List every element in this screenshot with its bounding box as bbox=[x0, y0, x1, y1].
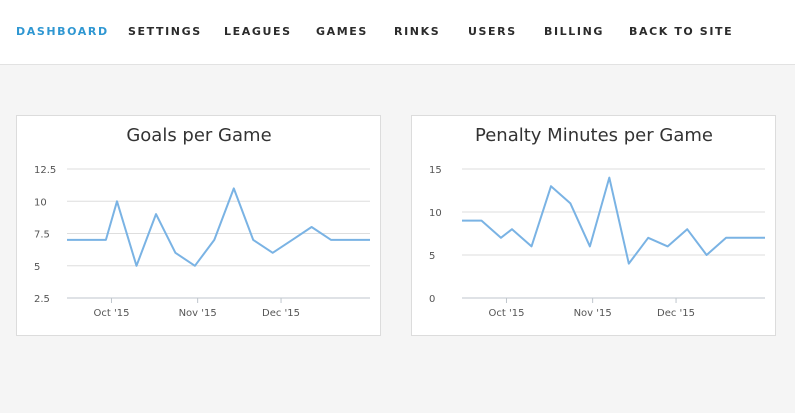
data-point[interactable] bbox=[367, 237, 373, 243]
data-point[interactable] bbox=[270, 250, 276, 256]
x-tick-label: Dec '15 bbox=[262, 308, 300, 319]
data-point[interactable] bbox=[153, 211, 159, 217]
data-point[interactable] bbox=[133, 263, 139, 269]
x-tick-label: Oct '15 bbox=[94, 308, 130, 319]
y-tick-label: 5 bbox=[429, 251, 435, 262]
data-point[interactable] bbox=[83, 237, 89, 243]
y-tick-label: 5 bbox=[34, 262, 40, 273]
x-tick-label: Nov '15 bbox=[574, 308, 612, 319]
y-tick-label: 15 bbox=[429, 165, 442, 176]
data-point[interactable] bbox=[478, 218, 484, 224]
nav-users[interactable]: USERS bbox=[468, 25, 517, 38]
nav-back-to-site[interactable]: BACK TO SITE bbox=[629, 25, 734, 38]
data-point[interactable] bbox=[704, 252, 710, 258]
nav-games[interactable]: GAMES bbox=[316, 25, 368, 38]
series-line bbox=[67, 187, 370, 267]
data-point[interactable] bbox=[211, 237, 217, 243]
top-navigation: DASHBOARD SETTINGS LEAGUES GAMES RINKS U… bbox=[0, 0, 795, 65]
y-tick-label: 2.5 bbox=[34, 294, 50, 305]
x-tick-label: Dec '15 bbox=[657, 308, 695, 319]
data-point[interactable] bbox=[606, 175, 612, 181]
nav-dashboard[interactable]: DASHBOARD bbox=[16, 25, 109, 38]
data-point[interactable] bbox=[509, 226, 515, 232]
data-point[interactable] bbox=[328, 237, 334, 243]
data-point[interactable] bbox=[498, 235, 504, 241]
data-point[interactable] bbox=[348, 237, 354, 243]
chart-title: Penalty Minutes per Game bbox=[475, 125, 713, 146]
y-tick-label: 10 bbox=[429, 208, 442, 219]
data-point[interactable] bbox=[587, 243, 593, 249]
data-point[interactable] bbox=[250, 237, 256, 243]
series-line bbox=[462, 176, 765, 265]
chart-title: Goals per Game bbox=[126, 125, 271, 146]
data-point[interactable] bbox=[459, 218, 465, 224]
data-point[interactable] bbox=[114, 198, 120, 204]
data-point[interactable] bbox=[645, 235, 651, 241]
data-point[interactable] bbox=[665, 243, 671, 249]
data-point[interactable] bbox=[528, 243, 534, 249]
nav-billing[interactable]: BILLING bbox=[544, 25, 605, 38]
data-point[interactable] bbox=[762, 235, 768, 241]
data-point[interactable] bbox=[289, 237, 295, 243]
data-point[interactable] bbox=[64, 237, 70, 243]
data-point[interactable] bbox=[103, 237, 109, 243]
nav-settings[interactable]: SETTINGS bbox=[128, 25, 202, 38]
data-point[interactable] bbox=[231, 185, 237, 191]
x-tick-label: Nov '15 bbox=[179, 308, 217, 319]
data-point[interactable] bbox=[684, 226, 690, 232]
y-tick-label: 7.5 bbox=[34, 230, 50, 241]
data-point[interactable] bbox=[743, 235, 749, 241]
data-point[interactable] bbox=[567, 200, 573, 206]
data-point[interactable] bbox=[723, 235, 729, 241]
y-tick-label: 0 bbox=[429, 294, 435, 305]
penalty-chart-card: Penalty Minutes per Game 15 10 5 0 Oct '15 No… bbox=[411, 115, 776, 336]
y-tick-label: 12.5 bbox=[34, 165, 56, 176]
data-point[interactable] bbox=[172, 250, 178, 256]
goals-chart-card: Goals per Game 12.5 10 7.5 5 2.5 Oct '15 Nov '… bbox=[16, 115, 381, 336]
data-point[interactable] bbox=[548, 183, 554, 189]
data-point[interactable] bbox=[626, 261, 632, 267]
data-point[interactable] bbox=[309, 224, 315, 230]
penalty-minutes-chart: Penalty Minutes per Game 15 10 5 0 Oct '15 No… bbox=[429, 125, 768, 319]
y-tick-label: 10 bbox=[34, 197, 47, 208]
nav-rinks[interactable]: RINKS bbox=[394, 25, 441, 38]
goals-per-game-chart: Goals per Game 12.5 10 7.5 5 2.5 Oct '15 Nov '… bbox=[34, 125, 373, 319]
data-point[interactable] bbox=[192, 263, 198, 269]
nav-leagues[interactable]: LEAGUES bbox=[224, 25, 292, 38]
x-tick-label: Oct '15 bbox=[489, 308, 525, 319]
